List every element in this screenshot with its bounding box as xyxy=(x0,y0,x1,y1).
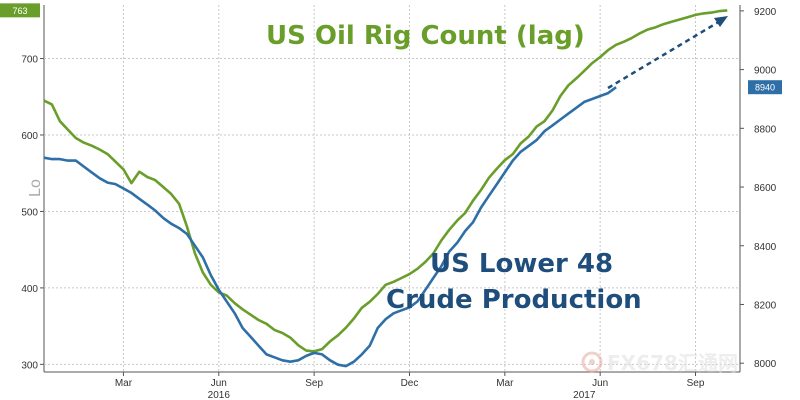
right-tick-label: 8800 xyxy=(754,124,777,135)
right-tick-label: 8000 xyxy=(754,359,777,370)
oil-rig-annotation: US Oil Rig Count (lag) xyxy=(266,21,585,51)
left-value-badge xyxy=(0,3,40,18)
watermark-logo: FX678 汇通网 xyxy=(581,351,738,375)
right-tick-label: 8400 xyxy=(754,242,777,253)
x-tick-label: Dec xyxy=(401,378,419,389)
left-tick-label: 400 xyxy=(21,284,38,295)
right-value-badge-text: 8940 xyxy=(755,83,775,93)
x-tick-label: Sep xyxy=(305,378,323,389)
x-axis-ticks: Mar Jun Sep Dec Mar Jun Sep 2016 2017 xyxy=(115,372,705,400)
svg-text:汇通网: 汇通网 xyxy=(678,351,738,375)
right-tick-label: 9000 xyxy=(754,66,777,77)
left-tick-label: 700 xyxy=(21,55,38,66)
x-tick-label: Mar xyxy=(496,378,514,389)
svg-text:FX678: FX678 xyxy=(607,351,678,375)
production-annotation-line2: Crude Production xyxy=(386,285,642,315)
production-annotation-line1: US Lower 48 xyxy=(430,249,613,279)
right-tick-label: 8200 xyxy=(754,300,777,311)
x-tick-label: Sep xyxy=(687,378,705,389)
trend-arrow-head xyxy=(714,16,728,27)
right-tick-label: 9200 xyxy=(754,7,777,18)
value-badges: 763 8940 xyxy=(0,3,782,95)
left-tick-label: 500 xyxy=(21,207,38,218)
series-layer xyxy=(43,9,728,368)
left-tick-label: 600 xyxy=(21,131,38,142)
grid xyxy=(44,5,740,372)
right-axis-ticks: 8000 8200 8400 8600 8800 9000 9200 xyxy=(740,7,777,370)
right-value-badge xyxy=(748,80,782,95)
x-tick-label: Mar xyxy=(115,378,133,389)
x-tick-label: Jun xyxy=(211,378,227,389)
crude-production-line xyxy=(43,86,617,368)
left-value-badge-text: 763 xyxy=(12,6,27,16)
left-tick-label: 300 xyxy=(21,360,38,371)
x-year-label: 2016 xyxy=(208,390,231,400)
trend-arrow xyxy=(607,18,723,90)
right-tick-label: 8600 xyxy=(754,183,777,194)
left-axis-ticks: 300 400 500 600 700 xyxy=(21,55,44,371)
left-axis-label: Lo xyxy=(27,179,44,197)
x-year-label: 2017 xyxy=(573,390,596,400)
x-tick-label: Jun xyxy=(592,378,608,389)
oil-rig-count-line xyxy=(43,9,728,353)
